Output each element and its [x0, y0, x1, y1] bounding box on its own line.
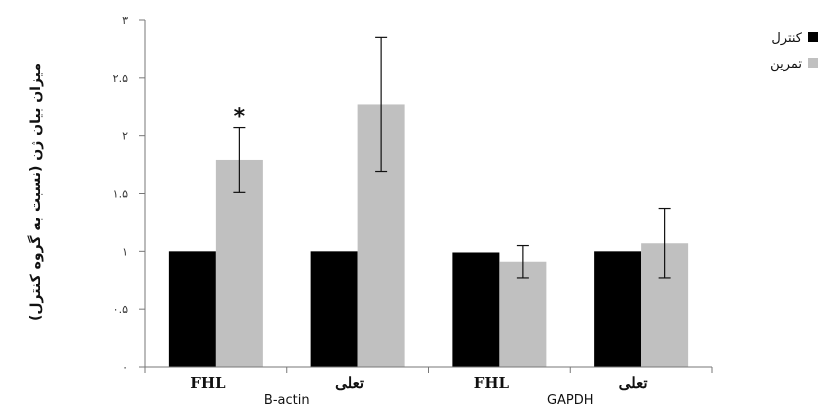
significance-marker: * [234, 105, 246, 130]
y-tick-label: ۱.۵ [113, 188, 128, 201]
bars [168, 104, 689, 367]
annotations: * [234, 105, 246, 130]
y-tick-label: ۱ [122, 245, 128, 258]
x-category-label: FHL [474, 374, 510, 392]
bar [310, 251, 358, 367]
x-category-label: تعلی [335, 374, 364, 392]
y-tick-labels: ۰ ۰.۵ ۱ ۱.۵ ۲ ۲.۵ ۳ [113, 14, 128, 374]
bar [452, 252, 500, 367]
axes [139, 19, 713, 373]
y-tick-label: ۳ [122, 14, 128, 27]
x-group-labels: B-actin GAPDH [264, 393, 594, 408]
y-tick-label: ۰.۵ [113, 303, 128, 316]
y-tick-label: ۲.۵ [113, 72, 128, 85]
error-bars [233, 36, 671, 279]
legend-label: تمرین [770, 57, 802, 72]
x-group-label: GAPDH [547, 393, 594, 408]
y-tick-label: ۰ [122, 361, 128, 374]
legend: کنترل تمرین [770, 31, 818, 72]
legend-label: کنترل [771, 31, 802, 46]
x-category-labels: FHL تعلی FHL تعلی [190, 374, 647, 392]
y-axis-label: میزان بیان ژن (نسبت به گروه کنترل) [27, 63, 44, 321]
legend-swatch [808, 58, 818, 68]
x-category-label: FHL [190, 374, 226, 392]
bar [215, 159, 263, 367]
bar [168, 251, 216, 367]
y-tick-label: ۲ [122, 130, 128, 143]
bar [499, 261, 547, 367]
x-category-label: تعلی [619, 374, 648, 392]
x-group-label: B-actin [264, 393, 310, 408]
bar [594, 251, 642, 367]
legend-swatch [808, 32, 818, 42]
